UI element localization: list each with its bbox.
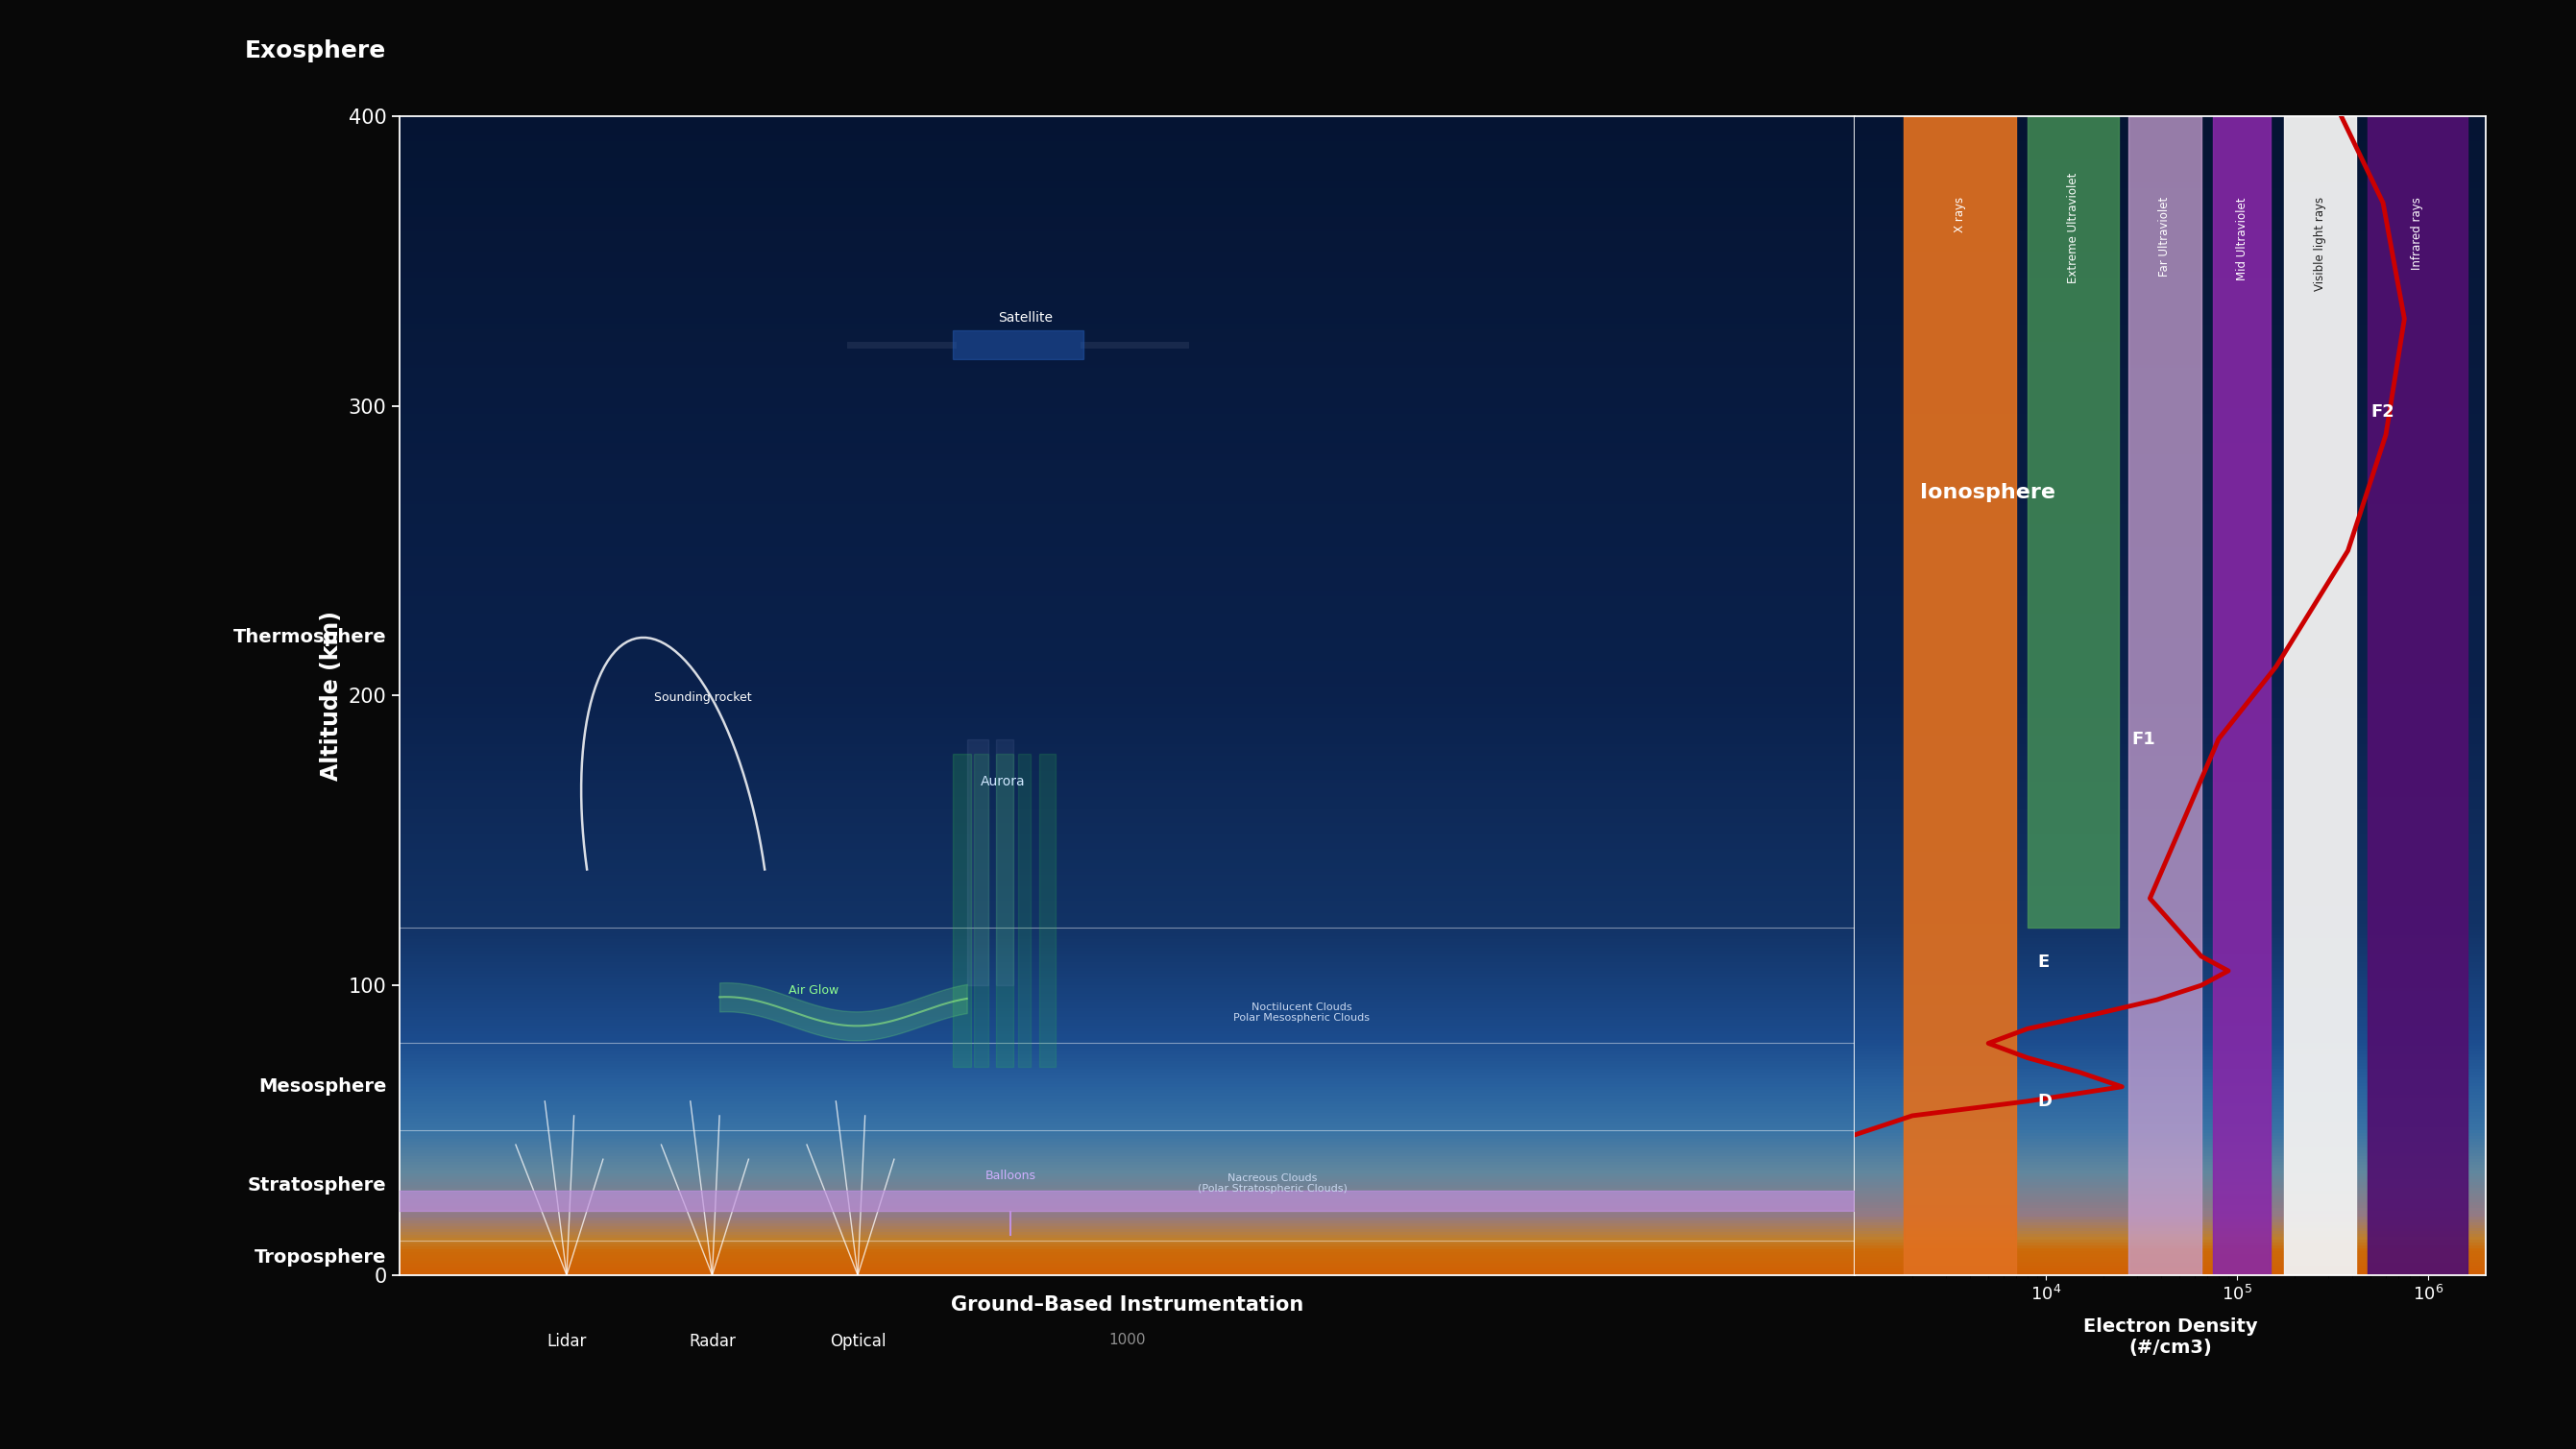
Y-axis label: Altitude (km): Altitude (km): [319, 610, 343, 781]
Text: D: D: [2038, 1093, 2050, 1110]
X-axis label: Ground–Based Instrumentation: Ground–Based Instrumentation: [951, 1295, 1303, 1316]
Text: Air Glow: Air Glow: [788, 984, 840, 997]
Text: Exosphere: Exosphere: [245, 39, 386, 62]
Bar: [2282, 116, 2357, 1275]
Bar: [953, 753, 971, 1066]
Bar: [1904, 116, 2017, 1275]
Bar: [2367, 116, 2468, 1275]
Text: Visible light rays: Visible light rays: [2313, 197, 2326, 291]
Text: Thermosphere: Thermosphere: [232, 629, 386, 646]
X-axis label: Electron Density
(#/cm3): Electron Density (#/cm3): [2084, 1317, 2257, 1356]
Text: Ionosphere: Ionosphere: [1919, 483, 2056, 503]
Text: Noctilucent Clouds
Polar Mesospheric Clouds: Noctilucent Clouds Polar Mesospheric Clo…: [1234, 1003, 1370, 1023]
Bar: [1018, 753, 1030, 1066]
Text: Nacreous Clouds
(Polar Stratospheric Clouds): Nacreous Clouds (Polar Stratospheric Clo…: [1198, 1174, 1347, 1194]
Text: Radar: Radar: [688, 1333, 737, 1350]
Text: F2: F2: [2370, 403, 2396, 420]
Text: Troposphere: Troposphere: [255, 1249, 386, 1266]
Bar: [2128, 116, 2202, 1275]
Text: Satellite: Satellite: [997, 312, 1054, 325]
Text: Aurora: Aurora: [981, 775, 1025, 788]
Bar: [974, 753, 989, 1066]
Text: Stratosphere: Stratosphere: [247, 1177, 386, 1194]
Text: Mesosphere: Mesosphere: [258, 1078, 386, 1095]
Text: X rays: X rays: [1953, 197, 1965, 233]
Bar: [997, 753, 1012, 1066]
Text: Extreme Ultraviolet: Extreme Ultraviolet: [2066, 172, 2079, 284]
Text: Mid Ultraviolet: Mid Ultraviolet: [2236, 197, 2249, 280]
Bar: [953, 330, 1084, 359]
Text: F1: F1: [2130, 730, 2156, 748]
Bar: [997, 739, 1012, 985]
Text: Balloons: Balloons: [984, 1169, 1036, 1182]
Text: Optical: Optical: [829, 1333, 886, 1350]
Text: Infrared rays: Infrared rays: [2411, 197, 2424, 270]
Bar: [1041, 753, 1056, 1066]
Text: Far Ultraviolet: Far Ultraviolet: [2159, 197, 2172, 277]
Text: Lidar: Lidar: [546, 1333, 587, 1350]
Text: Sounding rocket: Sounding rocket: [654, 691, 752, 704]
Bar: [2027, 116, 2117, 927]
Text: 1000: 1000: [1108, 1333, 1146, 1348]
Text: E: E: [2038, 953, 2048, 971]
Bar: [966, 739, 989, 985]
Circle shape: [0, 1191, 2576, 1211]
Bar: [2213, 116, 2272, 1275]
